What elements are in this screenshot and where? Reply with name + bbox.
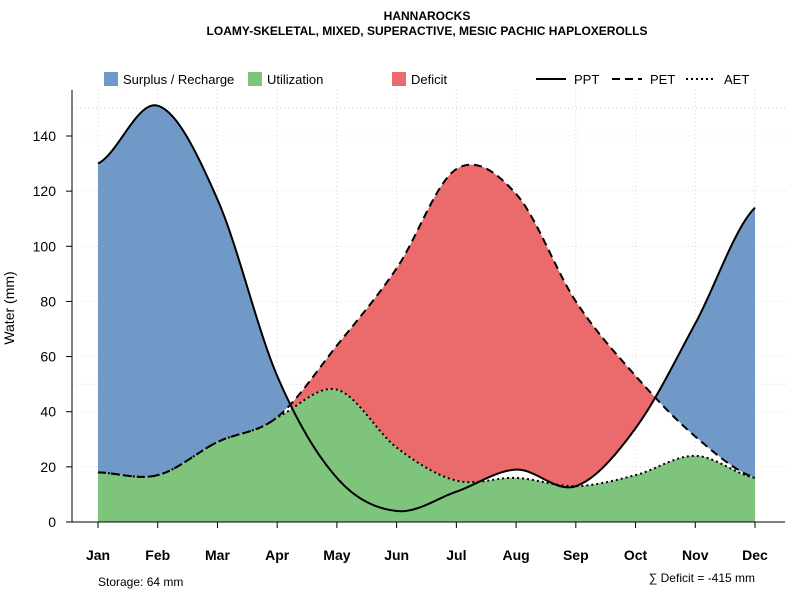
area-deficit <box>98 164 755 487</box>
x-tick-label-mar: Mar <box>205 547 230 563</box>
legend-label-aet: AET <box>724 72 749 87</box>
x-tick-label-jul: Jul <box>446 547 466 563</box>
x-tick-label-oct: Oct <box>624 547 648 563</box>
y-tick-label: 20 <box>40 459 56 475</box>
series-line-aet <box>97 387 756 488</box>
x-tick-label-jan: Jan <box>86 547 110 563</box>
legend-label-pet: PET <box>650 72 675 87</box>
y-tick-label: 60 <box>40 349 56 365</box>
x-tick-label-jun: Jun <box>384 547 409 563</box>
axes: 0 20 40 60 80 100 120 140 Jan Feb Mar Apr May Jun Jul A… <box>33 90 785 563</box>
chart-lines <box>97 104 756 513</box>
legend-label-surplus: Surplus / Recharge <box>123 72 234 87</box>
chart-areas <box>98 105 755 522</box>
area-surplus-recharge <box>98 105 755 478</box>
legend-label-utilization: Utilization <box>267 72 323 87</box>
x-tick-label-feb: Feb <box>145 547 170 563</box>
storage-annotation: Storage: 64 mm <box>98 575 183 589</box>
legend-label-ppt: PPT <box>574 72 599 87</box>
y-tick-label: 140 <box>33 128 57 144</box>
x-tick-label-apr: Apr <box>265 547 290 563</box>
x-tick-label-may: May <box>323 547 350 563</box>
x-tick-label-aug: Aug <box>502 547 529 563</box>
area-utilization <box>98 388 755 522</box>
y-tick-label: 0 <box>48 514 56 530</box>
y-axis-label: Water (mm) <box>1 271 17 344</box>
x-tick-label-sep: Sep <box>563 547 589 563</box>
legend-swatch-surplus <box>104 72 118 86</box>
y-tick-label: 40 <box>40 404 56 420</box>
legend-swatch-utilization <box>248 72 262 86</box>
y-tick-label: 120 <box>33 183 57 199</box>
x-tick-label-dec: Dec <box>742 547 768 563</box>
series-line-ppt <box>97 104 756 513</box>
deficit-annotation: ∑ Deficit = -415 mm <box>649 571 755 585</box>
chart-subtitle: LOAMY-SKELETAL, MIXED, SUPERACTIVE, MESI… <box>207 24 648 38</box>
legend-swatch-deficit <box>392 72 406 86</box>
legend: Surplus / Recharge Utilization Deficit P… <box>104 72 749 87</box>
y-tick-label: 100 <box>33 238 57 254</box>
legend-label-deficit: Deficit <box>411 72 448 87</box>
chart-title: HANNAROCKS <box>384 9 471 23</box>
y-tick-label: 80 <box>40 293 56 309</box>
x-tick-label-nov: Nov <box>682 547 709 563</box>
series-line-pet <box>97 163 756 479</box>
